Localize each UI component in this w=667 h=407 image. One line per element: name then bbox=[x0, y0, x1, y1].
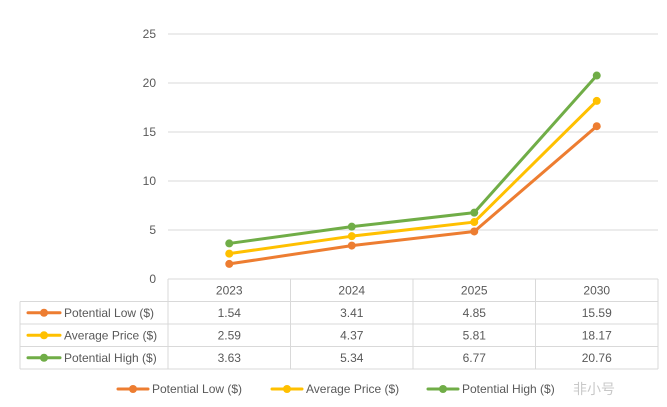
category-label: 2023 bbox=[216, 283, 243, 297]
legend-label: Average Price ($) bbox=[306, 382, 399, 396]
watermark: 非小号 bbox=[573, 382, 615, 398]
data-point bbox=[470, 208, 479, 217]
data-point bbox=[225, 259, 234, 268]
legend: Potential Low ($) Average Price ($) Potent… bbox=[116, 382, 555, 396]
table-legend-key-marker bbox=[40, 353, 48, 362]
y-tick-label: 10 bbox=[143, 174, 157, 188]
data-point bbox=[470, 227, 479, 236]
data-point bbox=[470, 218, 479, 227]
data-cell: 6.77 bbox=[463, 351, 487, 365]
series-line bbox=[227, 124, 599, 266]
series-lines bbox=[225, 71, 601, 268]
data-cell: 1.54 bbox=[218, 306, 242, 320]
table-series-name: Potential High ($) bbox=[64, 351, 157, 365]
table-legend-key-marker bbox=[40, 308, 48, 317]
category-label: 2025 bbox=[461, 283, 488, 297]
table-series-name: Potential Low ($) bbox=[64, 306, 154, 320]
y-axis-ticks: 0 5 10 15 20 25 bbox=[143, 27, 157, 286]
data-point bbox=[225, 249, 234, 258]
data-cell: 15.59 bbox=[582, 306, 612, 320]
legend-key-marker bbox=[439, 385, 447, 393]
category-label: 2030 bbox=[583, 283, 610, 297]
data-cell: 2.59 bbox=[218, 328, 242, 342]
y-tick-label: 20 bbox=[143, 76, 157, 90]
series-line bbox=[227, 74, 599, 245]
table-legend-key-marker bbox=[40, 331, 48, 340]
data-table: 2023 2024 2025 2030 Potential Low ($) 1.54 3.4… bbox=[19, 279, 659, 370]
data-point bbox=[592, 71, 601, 80]
data-cell: 5.81 bbox=[463, 328, 487, 342]
data-cell: 20.76 bbox=[582, 351, 612, 365]
data-point bbox=[592, 96, 601, 105]
legend-label: Potential High ($) bbox=[462, 382, 555, 396]
data-point bbox=[347, 222, 356, 231]
gridlines bbox=[168, 33, 658, 280]
data-point bbox=[347, 241, 356, 250]
data-cell: 5.34 bbox=[340, 351, 364, 365]
y-tick-label: 15 bbox=[143, 125, 157, 139]
legend-label: Potential Low ($) bbox=[152, 382, 242, 396]
category-label: 2024 bbox=[338, 283, 365, 297]
y-tick-label: 25 bbox=[143, 27, 157, 41]
data-cell: 18.17 bbox=[582, 328, 612, 342]
data-cell: 3.63 bbox=[218, 351, 242, 365]
table-series-name: Average Price ($) bbox=[64, 328, 157, 342]
series-line bbox=[227, 99, 599, 256]
y-tick-label: 5 bbox=[149, 223, 156, 237]
data-point bbox=[225, 239, 234, 248]
legend-key-marker bbox=[129, 385, 137, 393]
data-cell: 4.37 bbox=[340, 328, 364, 342]
data-point bbox=[347, 232, 356, 241]
data-cell: 3.41 bbox=[340, 306, 364, 320]
data-cell: 4.85 bbox=[463, 306, 487, 320]
data-point bbox=[592, 122, 601, 131]
y-tick-label: 0 bbox=[149, 272, 156, 286]
legend-key-marker bbox=[283, 385, 291, 393]
watermark-text: 非小号 bbox=[573, 382, 615, 398]
